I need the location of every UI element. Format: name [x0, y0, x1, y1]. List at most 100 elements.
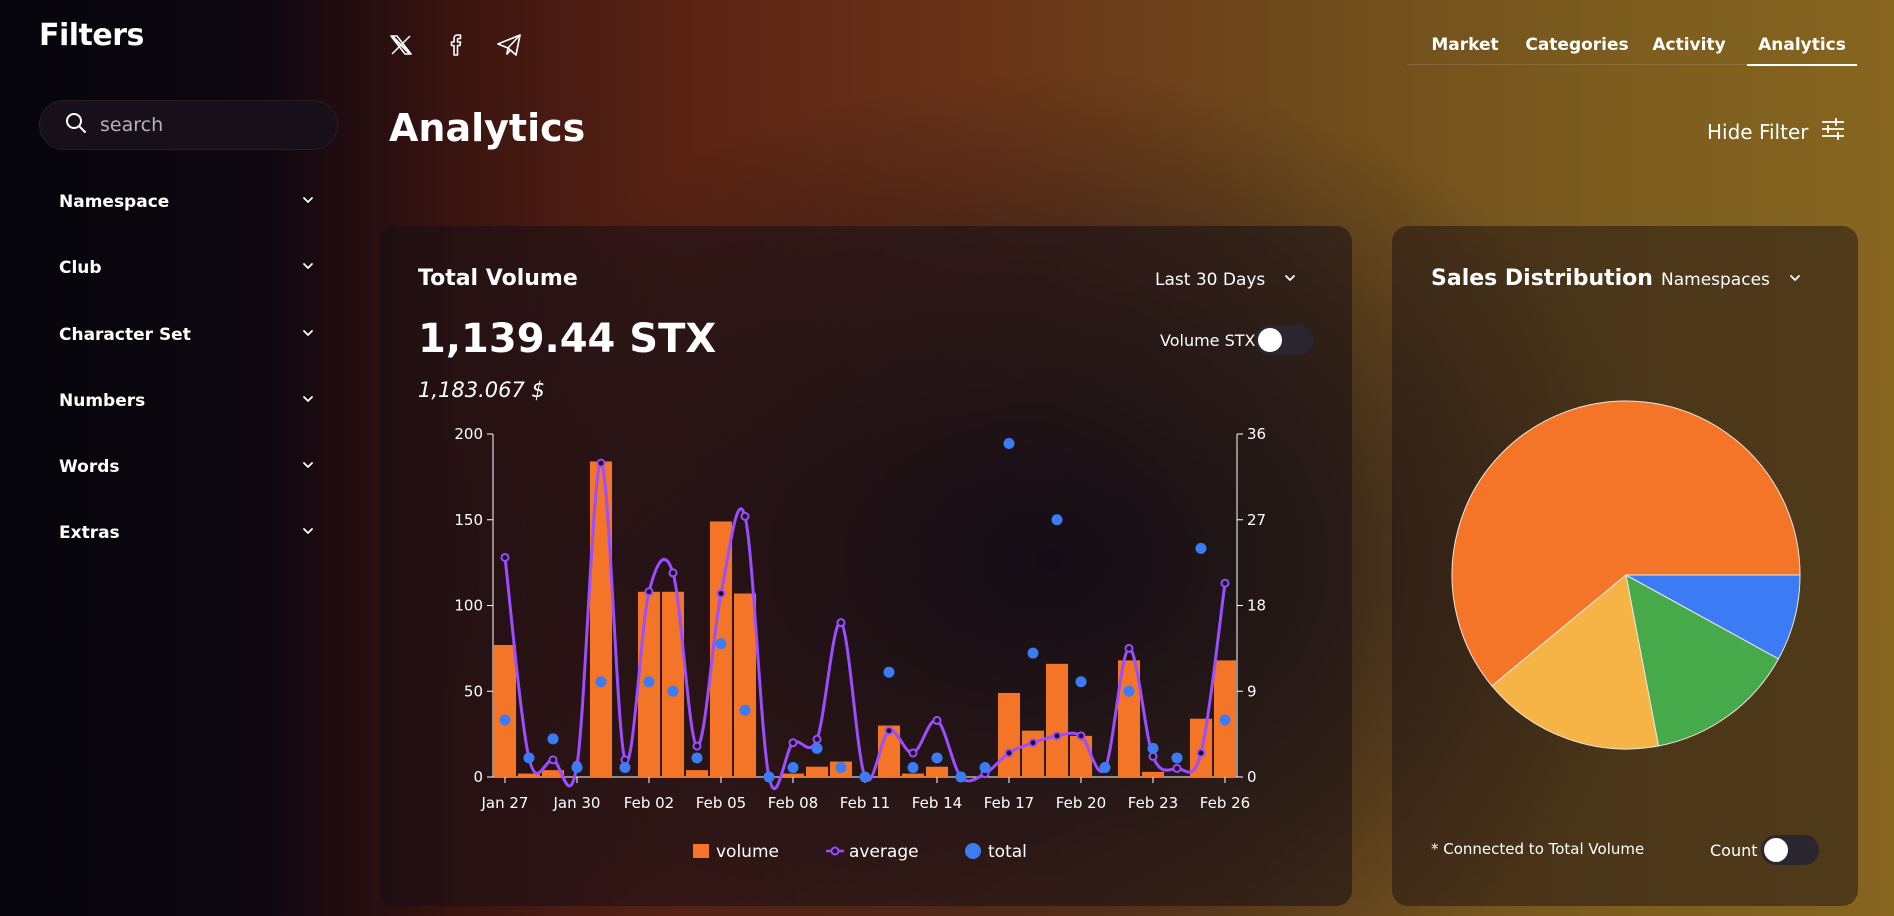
count-toggle[interactable] — [1761, 835, 1819, 865]
hide-filter-label: Hide Filter — [1707, 119, 1809, 144]
total-point — [1099, 761, 1111, 773]
total-point — [1123, 685, 1135, 697]
y-tick-label-left: 200 — [454, 425, 483, 443]
x-tick-label: Feb 17 — [984, 794, 1034, 812]
total-point — [1195, 542, 1207, 554]
average-point — [1196, 748, 1206, 758]
total-point — [595, 676, 607, 688]
total-point — [907, 761, 919, 773]
filter-label: Character Set — [59, 325, 191, 345]
y-tick-label-left: 100 — [454, 597, 483, 615]
average-point — [1028, 738, 1038, 748]
total-point — [715, 638, 727, 650]
filter-namespace[interactable]: Namespace — [59, 184, 315, 220]
legend-volume-label: volume — [716, 842, 779, 862]
filters-sidebar: Filters Namespace Club Character Set Num… — [0, 0, 360, 916]
filter-extras[interactable]: Extras — [59, 515, 315, 551]
y-tick-label-left: 150 — [454, 511, 483, 529]
total-point — [691, 752, 703, 764]
x-tick-label: Feb 20 — [1056, 794, 1106, 812]
filter-words[interactable]: Words — [59, 449, 315, 485]
x-tick-label: Feb 02 — [624, 794, 674, 812]
filter-label: Club — [59, 258, 102, 278]
legend-average-marker — [830, 846, 840, 856]
total-point — [811, 742, 823, 754]
toggle-knob — [1258, 328, 1282, 352]
total-point — [1219, 714, 1231, 726]
total-point — [835, 761, 847, 773]
total-volume-title: Total Volume — [418, 266, 578, 291]
x-tick-label: Feb 14 — [912, 794, 962, 812]
average-point — [548, 755, 558, 765]
average-point — [1172, 763, 1182, 773]
search-input[interactable] — [100, 114, 320, 136]
total-point — [619, 761, 631, 773]
chevron-down-icon — [301, 325, 315, 345]
nav-activity[interactable]: Activity — [1652, 35, 1726, 55]
total-point — [931, 752, 943, 764]
nav-analytics[interactable]: Analytics — [1758, 35, 1846, 55]
total-point — [955, 771, 967, 783]
total-point — [499, 714, 511, 726]
total-point — [979, 761, 991, 773]
average-point — [884, 726, 894, 736]
average-point — [596, 458, 606, 468]
average-point — [1220, 578, 1230, 588]
chevron-down-icon — [1265, 270, 1297, 290]
filter-numbers[interactable]: Numbers — [59, 383, 315, 419]
search-box[interactable] — [39, 100, 338, 150]
average-point — [932, 715, 942, 725]
filters-title: Filters — [39, 18, 144, 53]
total-point — [547, 733, 559, 745]
pie-slice — [1625, 574, 1801, 660]
group-dropdown[interactable]: Namespaces — [1661, 270, 1802, 290]
x-tick-label: Feb 05 — [696, 794, 746, 812]
nav-market[interactable]: Market — [1431, 35, 1499, 55]
average-point — [1124, 643, 1134, 653]
legend-average-label: average — [849, 842, 919, 862]
x-tick-label: Feb 26 — [1200, 794, 1250, 812]
volume-bar — [517, 773, 541, 777]
total-volume-card — [379, 226, 1352, 906]
telegram-icon[interactable] — [492, 28, 526, 62]
search-icon — [64, 111, 88, 139]
average-point — [812, 734, 822, 744]
volume-bar — [589, 461, 613, 777]
filter-character-set[interactable]: Character Set — [59, 317, 315, 353]
average-point — [1052, 731, 1062, 741]
total-point — [883, 666, 895, 678]
y-tick-label-right: 0 — [1247, 768, 1257, 786]
y-tick-label-right: 9 — [1247, 682, 1257, 700]
volume-bar — [541, 770, 565, 777]
filter-label: Numbers — [59, 391, 146, 411]
nav-categories[interactable]: Categories — [1525, 35, 1629, 55]
total-point — [1075, 676, 1087, 688]
volume-stx-toggle[interactable] — [1255, 325, 1313, 355]
pie-slice — [1491, 574, 1660, 750]
volume-bar — [733, 593, 757, 777]
total-point — [1003, 438, 1015, 450]
total-volume-value: 1,139.44 STX — [418, 316, 717, 362]
total-volume-usd: 1,183.067 $ — [418, 378, 545, 402]
facebook-icon[interactable] — [440, 28, 474, 62]
sliders-icon — [1808, 116, 1846, 147]
total-point — [763, 771, 775, 783]
filter-label: Namespace — [59, 192, 170, 212]
y-tick-label-right: 36 — [1247, 425, 1266, 443]
legend-total-swatch — [965, 843, 981, 859]
nav-underline — [1407, 64, 1857, 65]
x-icon[interactable] — [384, 28, 418, 62]
period-label: Last 30 Days — [1155, 270, 1266, 290]
period-dropdown[interactable]: Last 30 Days — [1155, 270, 1297, 290]
chevron-down-icon — [301, 523, 315, 543]
average-point — [500, 552, 510, 562]
filter-club[interactable]: Club — [59, 250, 315, 286]
total-point — [787, 761, 799, 773]
average-point — [740, 511, 750, 521]
legend-total-label: total — [988, 842, 1027, 862]
chevron-down-icon — [301, 457, 315, 477]
y-tick-label-left: 50 — [464, 682, 483, 700]
hide-filter-button[interactable]: Hide Filter — [1707, 116, 1846, 147]
